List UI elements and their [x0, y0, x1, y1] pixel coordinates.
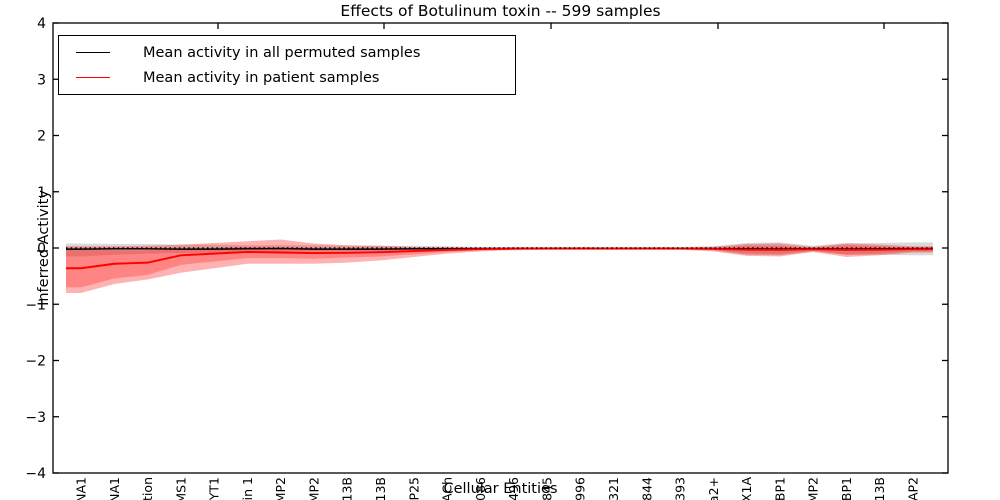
x-category-label: ACh/CHRNA1 [107, 477, 122, 500]
y-tick-label: 4 [37, 16, 46, 32]
x-category-label: mol:ACh [440, 477, 455, 500]
x-category-label: RAB3GAP2/RIMS1/UNC13B [373, 477, 388, 500]
legend: Mean activity in all permuted samples Me… [58, 35, 516, 95]
legend-label-patient: Mean activity in patient samples [143, 69, 380, 86]
y-tick-label: −4 [25, 466, 46, 482]
y-tick-label: −3 [25, 410, 46, 426]
x-category-label: UniProt:Q60393 [673, 477, 688, 500]
legend-item-permuted: Mean activity in all permuted samples [59, 41, 515, 65]
y-tick-label: −1 [25, 297, 46, 313]
x-category-label: muscle contraction [140, 477, 155, 500]
y-tick-label: −2 [25, 354, 46, 370]
x-category-label: CHRNA1 [74, 477, 89, 500]
x-category-label: STX1A [739, 477, 754, 500]
x-category-label: SYT1 [207, 477, 222, 500]
x-category-label: UNC13B [872, 477, 887, 500]
y-tick-label: 3 [37, 72, 46, 88]
x-category-label: STX1A/SNAP25 fragment 1/VAMP2 [273, 477, 288, 500]
x-category-label: UniProt:P19321 [606, 477, 621, 500]
x-category-label: UniProt:P10845 [539, 477, 554, 500]
x-category-label: mol:Ca2+ [706, 477, 721, 500]
x-category-label: STXIA/STXBP1 [839, 477, 854, 500]
patient-mean-line [66, 247, 933, 270]
x-category-label: SNAP25 [406, 477, 421, 500]
x-category-label: RIMS1 [173, 477, 188, 500]
legend-label-permuted: Mean activity in all permuted samples [143, 44, 421, 61]
x-category-label: UniProt:Q00496 [506, 477, 521, 500]
x-category-label: STX1A/SNAP25/VAMP2 [307, 477, 322, 500]
x-category-label: RAB3GAP2 [906, 477, 921, 500]
patient-samples-band-inner [66, 245, 933, 288]
x-category-label: VAMP2 [806, 477, 821, 500]
x-category-label: UniProt:P10844 [639, 477, 654, 500]
legend-item-patient: Mean activity in patient samples [59, 66, 515, 90]
y-tick-label: 2 [37, 129, 46, 145]
x-category-label: STXBP1 [772, 477, 787, 500]
y-tick-label: 1 [37, 185, 46, 201]
x-category-label: ACh/Synaptotagmin 1 [240, 477, 255, 500]
permuted-line-swatch [76, 52, 110, 53]
patient-line-swatch [76, 77, 110, 78]
x-category-label: RIMS1/UNC13B [340, 477, 355, 500]
chart-title: Effects of Botulinum toxin -- 599 sample… [340, 2, 661, 20]
x-category-label: UniProt:P30996 [573, 477, 588, 500]
y-tick-label: 0 [37, 241, 46, 257]
x-category-label: CST086 [473, 477, 488, 500]
x-axis-title: Cellular Entities [443, 481, 558, 497]
